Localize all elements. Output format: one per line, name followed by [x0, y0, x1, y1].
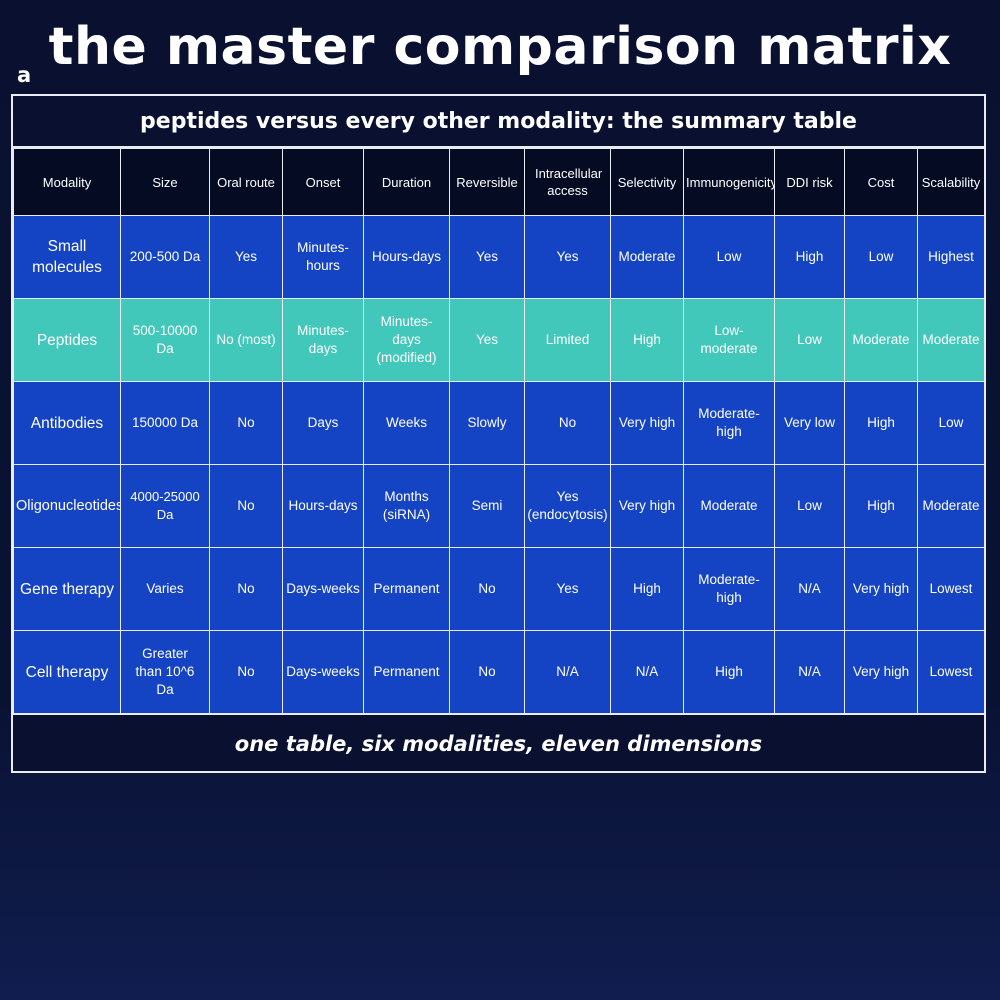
table-cell: Days-weeks: [282, 630, 364, 714]
table-cell: High: [844, 381, 918, 465]
table-cell: Moderate: [917, 298, 985, 382]
page-title: the master comparison matrix: [48, 17, 952, 77]
table-row: Small molecules 200-500 Da Yes Minutes-h…: [13, 215, 985, 299]
table-cell: Moderate: [844, 298, 918, 382]
table-cell: High: [610, 298, 684, 382]
table-cell: Peptides: [13, 298, 121, 382]
table-cell: Yes: [524, 547, 611, 631]
table-cell: Low-moderate: [683, 298, 775, 382]
table-cell: Semi: [449, 464, 525, 548]
column-header: Modality: [13, 148, 121, 216]
table-cell: Minutes-days (modified): [363, 298, 450, 382]
table-cell: Low: [844, 215, 918, 299]
table-cell: Very high: [610, 464, 684, 548]
table-row: Antibodies 150000 Da No Days Weeks Slowl…: [13, 381, 985, 465]
table-cell: Oligonucleotides: [13, 464, 121, 548]
table-cell: Hours-days: [363, 215, 450, 299]
table-row-highlighted: Peptides 500-10000 Da No (most) Minutes-…: [13, 298, 985, 382]
table-cell: Moderate: [683, 464, 775, 548]
table-cell: Moderate: [917, 464, 985, 548]
table-cell: N/A: [774, 547, 845, 631]
table-cell: Cell therapy: [13, 630, 121, 714]
table-cell: Gene therapy: [13, 547, 121, 631]
column-header: Selectivity: [610, 148, 684, 216]
table-cell: Highest: [917, 215, 985, 299]
column-header: Intracellular access: [524, 148, 611, 216]
table-row: Oligonucleotides 4000-25000 Da No Hours-…: [13, 464, 985, 548]
table-cell: Yes (endocytosis): [524, 464, 611, 548]
table-row: Cell therapy Greater than 10^6 Da No Day…: [13, 630, 985, 714]
table-header-row: Modality Size Oral route Onset Duration …: [13, 148, 985, 216]
table-cell: Permanent: [363, 547, 450, 631]
table-cell: 200-500 Da: [120, 215, 210, 299]
table-cell: High: [683, 630, 775, 714]
table-cell: Low: [774, 464, 845, 548]
table-cell: Low: [683, 215, 775, 299]
table-cell: Moderate: [610, 215, 684, 299]
table-cell: Very high: [844, 630, 918, 714]
table-cell: 150000 Da: [120, 381, 210, 465]
table-cell: Very high: [844, 547, 918, 631]
table-cell: Weeks: [363, 381, 450, 465]
table-cell: Yes: [449, 215, 525, 299]
table-cell: Very high: [610, 381, 684, 465]
column-header: Scalability: [917, 148, 985, 216]
panel-label: a: [17, 63, 32, 87]
table-cell: No: [209, 464, 283, 548]
table-cell: High: [844, 464, 918, 548]
column-header: Immunogenicity: [683, 148, 775, 216]
table-cell: N/A: [524, 630, 611, 714]
table-cell: Hours-days: [282, 464, 364, 548]
table-cell: Low: [917, 381, 985, 465]
table-cell: Yes: [449, 298, 525, 382]
table-cell: Days: [282, 381, 364, 465]
table-cell: No: [209, 630, 283, 714]
table-cell: Yes: [209, 215, 283, 299]
table-cell: Lowest: [917, 547, 985, 631]
table-cell: No: [209, 381, 283, 465]
table-cell: Lowest: [917, 630, 985, 714]
column-header: Onset: [282, 148, 364, 216]
table-cell: Moderate-high: [683, 547, 775, 631]
column-header: DDI risk: [774, 148, 845, 216]
table-cell: 500-10000 Da: [120, 298, 210, 382]
comparison-table-frame: peptides versus every other modality: th…: [11, 94, 986, 773]
table-cell: Days-weeks: [282, 547, 364, 631]
table-cell: Small molecules: [13, 215, 121, 299]
table-cell: Low: [774, 298, 845, 382]
table-cell: Limited: [524, 298, 611, 382]
column-header: Duration: [363, 148, 450, 216]
table-cell: Antibodies: [13, 381, 121, 465]
table-footer-caption: one table, six modalities, eleven dimens…: [13, 713, 984, 771]
table-cell: Greater than 10^6 Da: [120, 630, 210, 714]
column-header: Size: [120, 148, 210, 216]
table-cell: Very low: [774, 381, 845, 465]
table-cell: Slowly: [449, 381, 525, 465]
table-cell: Minutes-days: [282, 298, 364, 382]
comparison-table: Modality Size Oral route Onset Duration …: [13, 148, 985, 714]
table-cell: No: [524, 381, 611, 465]
column-header: Oral route: [209, 148, 283, 216]
table-cell: N/A: [610, 630, 684, 714]
table-row: Gene therapy Varies No Days-weeks Perman…: [13, 547, 985, 631]
table-cell: No: [449, 630, 525, 714]
table-cell: Varies: [120, 547, 210, 631]
table-cell: Yes: [524, 215, 611, 299]
table-cell: High: [610, 547, 684, 631]
table-cell: Months (siRNA): [363, 464, 450, 548]
table-cell: N/A: [774, 630, 845, 714]
table-cell: No: [449, 547, 525, 631]
column-header: Reversible: [449, 148, 525, 216]
table-cell: Minutes-hours: [282, 215, 364, 299]
table-cell: No (most): [209, 298, 283, 382]
table-cell: 4000-25000 Da: [120, 464, 210, 548]
table-title: peptides versus every other modality: th…: [13, 96, 984, 148]
table-cell: Permanent: [363, 630, 450, 714]
table-cell: No: [209, 547, 283, 631]
column-header: Cost: [844, 148, 918, 216]
table-cell: High: [774, 215, 845, 299]
table-cell: Moderate-high: [683, 381, 775, 465]
